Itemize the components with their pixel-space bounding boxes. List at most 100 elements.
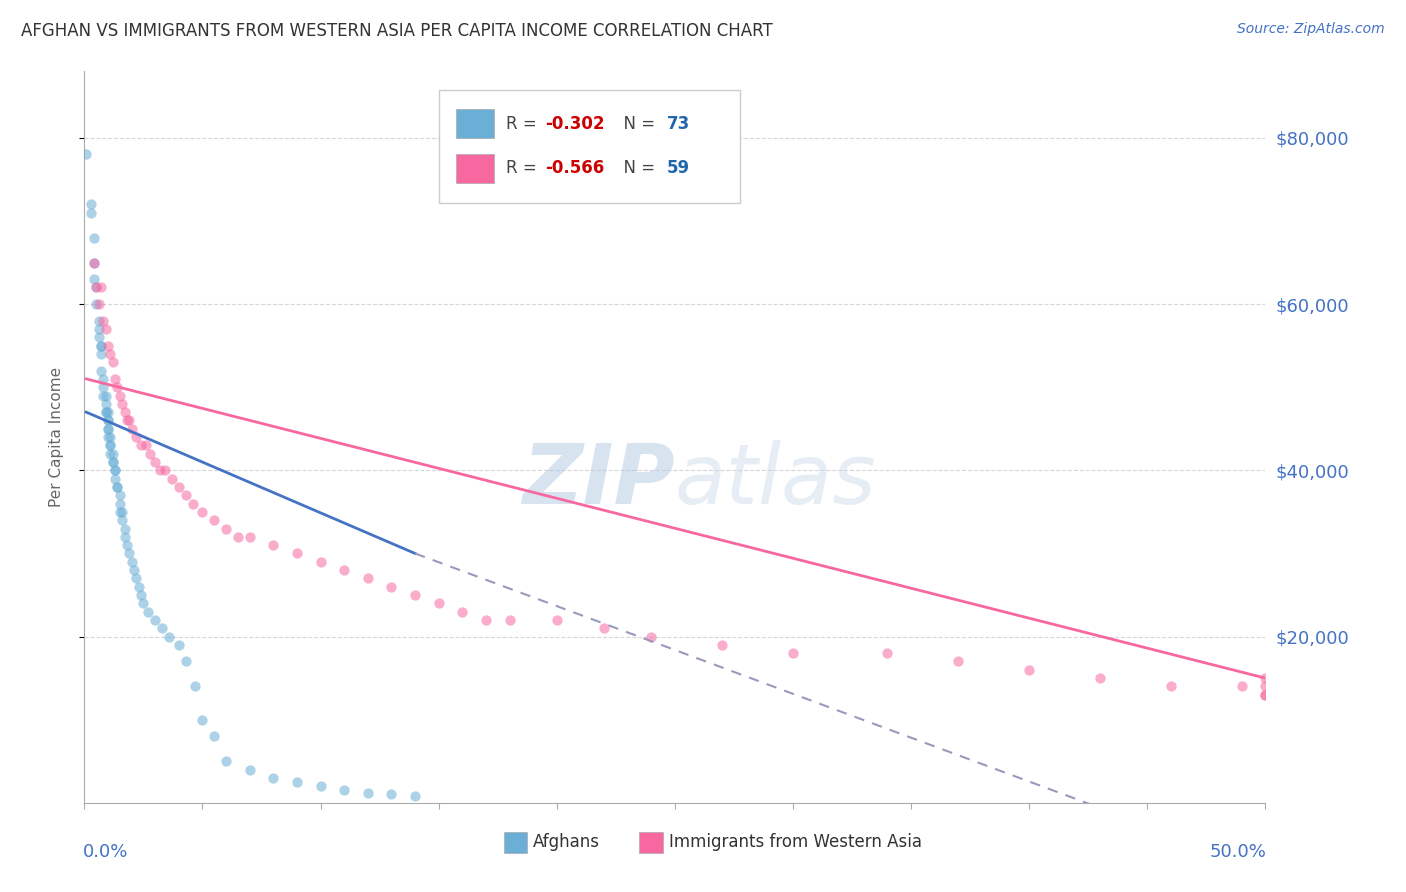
Point [118, 546, 141, 560]
Point [108, 488, 131, 502]
Point [191, 505, 214, 519]
Point [139, 447, 162, 461]
Point [150, 621, 173, 635]
Bar [457, 109, 494, 138]
Point [111, 513, 134, 527]
Bar [503, 832, 527, 853]
Point [380, 580, 402, 594]
Bar [640, 832, 664, 853]
Point [404, 588, 426, 602]
Point [83, 272, 105, 286]
Point [285, 775, 308, 789]
Point [202, 513, 225, 527]
Point [111, 505, 134, 519]
Point [101, 455, 124, 469]
Point [80, 205, 103, 219]
Point [97, 413, 120, 427]
Point [114, 530, 136, 544]
Point [427, 596, 450, 610]
Point [1160, 680, 1182, 694]
Point [157, 630, 180, 644]
Point [546, 613, 568, 627]
Point [91, 380, 114, 394]
Point [114, 405, 136, 419]
Point [87, 322, 110, 336]
Point [711, 638, 734, 652]
Point [90, 338, 112, 352]
Point [1254, 671, 1277, 685]
Point [98, 430, 121, 444]
Point [404, 789, 426, 804]
Point [149, 463, 172, 477]
Point [285, 546, 308, 560]
Point [98, 347, 121, 361]
Point [101, 455, 124, 469]
Point [451, 605, 474, 619]
Point [104, 463, 127, 477]
Point [184, 680, 207, 694]
Point [136, 605, 159, 619]
Point [107, 480, 129, 494]
Point [83, 230, 105, 244]
Point [143, 455, 166, 469]
Point [167, 480, 190, 494]
Point [97, 413, 120, 427]
Point [115, 538, 138, 552]
Point [75, 147, 97, 161]
Point [94, 397, 117, 411]
Point [91, 388, 114, 402]
Point [309, 555, 332, 569]
Text: ZIP: ZIP [522, 441, 675, 522]
Point [97, 422, 120, 436]
Point [593, 621, 616, 635]
Point [1254, 688, 1277, 702]
Point [239, 763, 262, 777]
Point [94, 405, 117, 419]
Point [94, 405, 117, 419]
Point [215, 521, 238, 535]
Point [143, 613, 166, 627]
Point [104, 463, 127, 477]
Point [87, 297, 110, 311]
Point [115, 413, 138, 427]
Text: N =: N = [613, 159, 661, 178]
Point [948, 655, 970, 669]
Point [333, 563, 356, 577]
Point [640, 630, 662, 644]
Point [262, 771, 284, 785]
Point [90, 338, 112, 352]
Point [84, 280, 107, 294]
Point [87, 314, 110, 328]
Text: -0.302: -0.302 [546, 115, 605, 133]
Text: 73: 73 [666, 115, 690, 133]
Point [91, 314, 114, 328]
Point [121, 555, 143, 569]
Point [202, 729, 225, 743]
Point [122, 563, 145, 577]
Point [90, 280, 112, 294]
Point [357, 786, 380, 800]
Point [107, 380, 129, 394]
Text: -0.566: -0.566 [546, 159, 605, 178]
Point [160, 472, 183, 486]
Point [125, 430, 148, 444]
Point [128, 580, 150, 594]
Point [262, 538, 284, 552]
Point [1230, 680, 1253, 694]
Point [153, 463, 176, 477]
Text: Source: ZipAtlas.com: Source: ZipAtlas.com [1237, 22, 1385, 37]
Point [84, 297, 107, 311]
Point [94, 388, 117, 402]
FancyBboxPatch shape [439, 90, 740, 203]
Point [111, 397, 134, 411]
Point [101, 355, 124, 369]
Point [80, 197, 103, 211]
Point [98, 447, 121, 461]
Point [333, 783, 356, 797]
Point [1254, 680, 1277, 694]
Point [97, 430, 120, 444]
Point [90, 363, 112, 377]
Point [132, 596, 155, 610]
Point [226, 530, 249, 544]
Text: R =: R = [506, 115, 541, 133]
